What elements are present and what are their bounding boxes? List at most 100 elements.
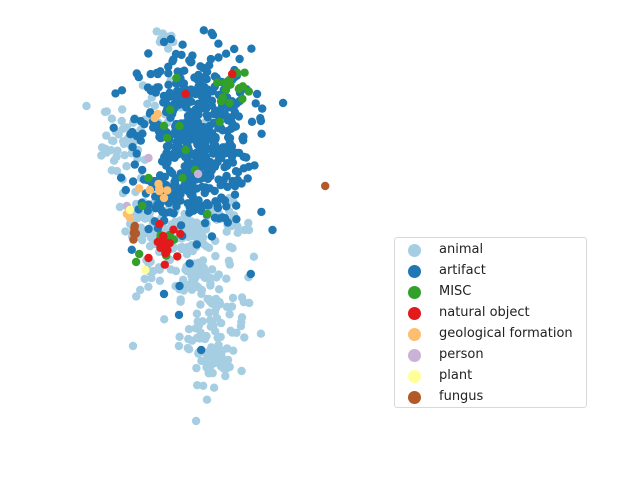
point-natural-object <box>228 69 237 79</box>
point-artifact <box>192 240 201 249</box>
point-geological-formation <box>159 193 169 203</box>
point-artifact <box>213 203 223 213</box>
point-animal <box>207 317 217 326</box>
point-artifact <box>116 173 126 182</box>
point-artifact <box>117 86 127 95</box>
point-animal <box>225 310 234 319</box>
legend: animal artifact MISC natural object geol… <box>394 237 587 408</box>
point-animal <box>225 260 234 269</box>
point-animal <box>193 381 202 390</box>
point-fungus <box>131 229 141 238</box>
point-artifact <box>138 165 147 175</box>
series-fungus <box>129 181 330 244</box>
point-artifact <box>132 149 141 158</box>
point-artifact <box>207 166 216 175</box>
point-plant <box>125 205 135 215</box>
point-animal <box>211 251 220 261</box>
point-animal <box>192 309 202 318</box>
point-animal <box>208 356 218 366</box>
legend-item-animal: animal <box>395 240 588 261</box>
point-artifact <box>130 160 139 169</box>
point-artifact <box>144 49 153 58</box>
point-animal <box>185 221 195 230</box>
legend-label-artifact: artifact <box>439 263 486 278</box>
point-misc <box>181 145 190 155</box>
series-plant <box>125 205 150 275</box>
point-artifact <box>166 34 176 44</box>
point-animal <box>209 383 219 392</box>
point-artifact <box>128 177 138 186</box>
point-artifact <box>214 53 223 62</box>
point-animal <box>204 294 214 304</box>
point-artifact <box>185 259 194 268</box>
legend-swatch-animal <box>408 244 421 257</box>
legend-item-person: person <box>395 345 588 366</box>
point-animal <box>187 271 196 281</box>
point-misc <box>159 121 169 131</box>
point-animal <box>101 144 110 153</box>
point-artifact <box>156 67 165 76</box>
point-misc <box>216 97 226 106</box>
point-artifact <box>138 129 147 138</box>
point-animal <box>228 244 237 253</box>
point-animal <box>210 307 220 317</box>
point-artifact <box>227 142 237 151</box>
point-artifact <box>207 232 217 241</box>
point-animal <box>195 334 204 343</box>
point-animal <box>211 294 221 304</box>
point-natural-object <box>144 253 153 263</box>
point-artifact <box>207 96 217 105</box>
point-artifact <box>196 152 205 161</box>
point-misc <box>240 68 249 77</box>
point-animal <box>184 325 194 334</box>
point-artifact <box>176 221 186 230</box>
point-animal <box>109 156 119 165</box>
legend-item-fungus: fungus <box>395 387 588 408</box>
point-artifact <box>171 49 181 59</box>
point-artifact <box>197 100 206 109</box>
point-artifact <box>247 44 256 53</box>
point-artifact <box>257 207 266 217</box>
point-animal <box>240 225 249 235</box>
point-natural-object <box>176 229 185 239</box>
point-misc <box>221 85 231 95</box>
point-artifact <box>197 345 206 355</box>
point-artifact <box>247 117 257 127</box>
point-artifact <box>154 127 164 136</box>
point-artifact <box>161 96 170 105</box>
point-artifact <box>230 190 240 199</box>
point-artifact <box>252 89 262 99</box>
point-artifact <box>229 104 238 114</box>
point-animal <box>174 341 184 351</box>
point-animal <box>147 273 156 283</box>
point-artifact <box>206 54 216 64</box>
point-person <box>193 169 203 179</box>
point-plant <box>141 265 150 275</box>
point-artifact <box>170 177 180 186</box>
point-artifact <box>111 89 120 98</box>
point-misc <box>166 105 175 115</box>
point-animal <box>117 116 126 126</box>
point-artifact <box>189 114 198 123</box>
point-artifact <box>268 225 277 235</box>
series-natural-object <box>144 69 237 269</box>
point-artifact <box>201 183 210 192</box>
point-natural-object <box>153 237 162 247</box>
point-artifact <box>200 141 210 150</box>
point-artifact <box>185 177 195 187</box>
point-animal <box>208 368 217 378</box>
point-animal <box>191 416 201 426</box>
point-artifact <box>144 224 153 234</box>
point-artifact <box>220 214 230 223</box>
point-natural-object <box>165 239 174 248</box>
point-artifact <box>218 143 227 152</box>
point-animal <box>121 227 130 236</box>
point-artifact <box>242 153 251 162</box>
point-animal <box>155 265 164 274</box>
point-artifact <box>222 159 232 168</box>
point-natural-object <box>161 249 170 258</box>
point-animal <box>196 300 205 309</box>
point-artifact <box>164 62 173 71</box>
point-misc <box>220 78 230 88</box>
point-misc <box>135 249 144 259</box>
